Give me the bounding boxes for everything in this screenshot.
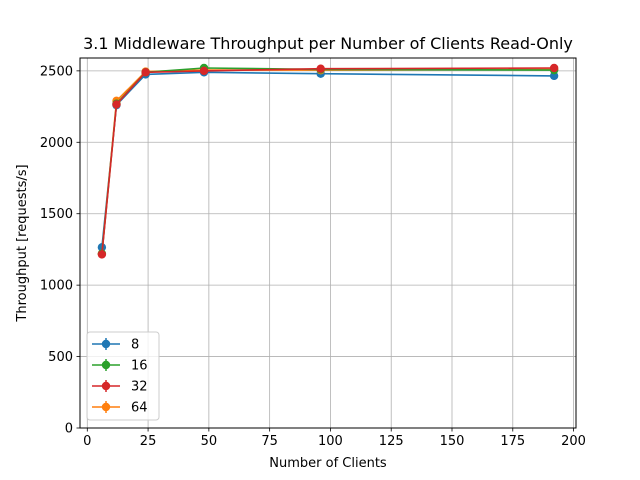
legend-label: 64 xyxy=(131,401,148,416)
legend-entry-32: 32 xyxy=(92,380,148,395)
data-point xyxy=(316,64,325,73)
series-32 xyxy=(97,63,559,259)
legend-label: 32 xyxy=(131,380,148,395)
y-tick-label: 1500 xyxy=(40,207,73,222)
series-line xyxy=(101,67,555,255)
x-tick-label: 50 xyxy=(201,434,218,449)
y-tick-label: 0 xyxy=(65,422,73,437)
legend-box xyxy=(86,331,160,421)
ticks: 0 25 50 75 100 125 150 175 200050010001500200025… xyxy=(40,64,586,449)
data-point xyxy=(199,66,209,76)
x-tick-label: 0 xyxy=(83,434,91,449)
x-tick-label: 75 xyxy=(261,434,278,449)
x-tick-label: 125 xyxy=(379,434,404,449)
x-tick-label: 200 xyxy=(561,434,586,449)
data-point xyxy=(97,250,107,259)
x-tick-label: 150 xyxy=(440,434,465,449)
legend: 8 16 32 64 xyxy=(86,331,160,421)
data-point xyxy=(141,68,150,77)
legend-marker xyxy=(101,360,111,370)
y-tick-label: 1000 xyxy=(40,279,73,294)
data-point xyxy=(549,63,559,73)
series-layer xyxy=(97,63,559,259)
y-tick-label: 500 xyxy=(48,350,73,365)
legend-label: 16 xyxy=(131,359,148,374)
legend-marker xyxy=(101,339,111,349)
legend-label: 8 xyxy=(131,338,139,353)
plot-frame xyxy=(79,57,577,429)
legend-entry-64: 64 xyxy=(92,401,148,416)
x-tick-label: 100 xyxy=(318,434,343,449)
legend-entry-8: 8 xyxy=(92,338,139,353)
legend-marker xyxy=(101,402,111,412)
legend-entry-16: 16 xyxy=(92,359,148,374)
x-axis-title: Number of Clients xyxy=(269,456,387,471)
x-tick-label: 25 xyxy=(140,434,157,449)
data-point xyxy=(112,100,121,109)
y-axis-title: Throughput [requests/s] xyxy=(15,164,30,322)
y-tick-label: 2500 xyxy=(40,64,73,79)
y-tick-label: 2000 xyxy=(40,136,73,151)
chart-title: 3.1 Middleware Throughput per Number of … xyxy=(83,34,573,53)
legend-marker xyxy=(101,381,111,391)
x-tick-label: 175 xyxy=(500,434,525,449)
